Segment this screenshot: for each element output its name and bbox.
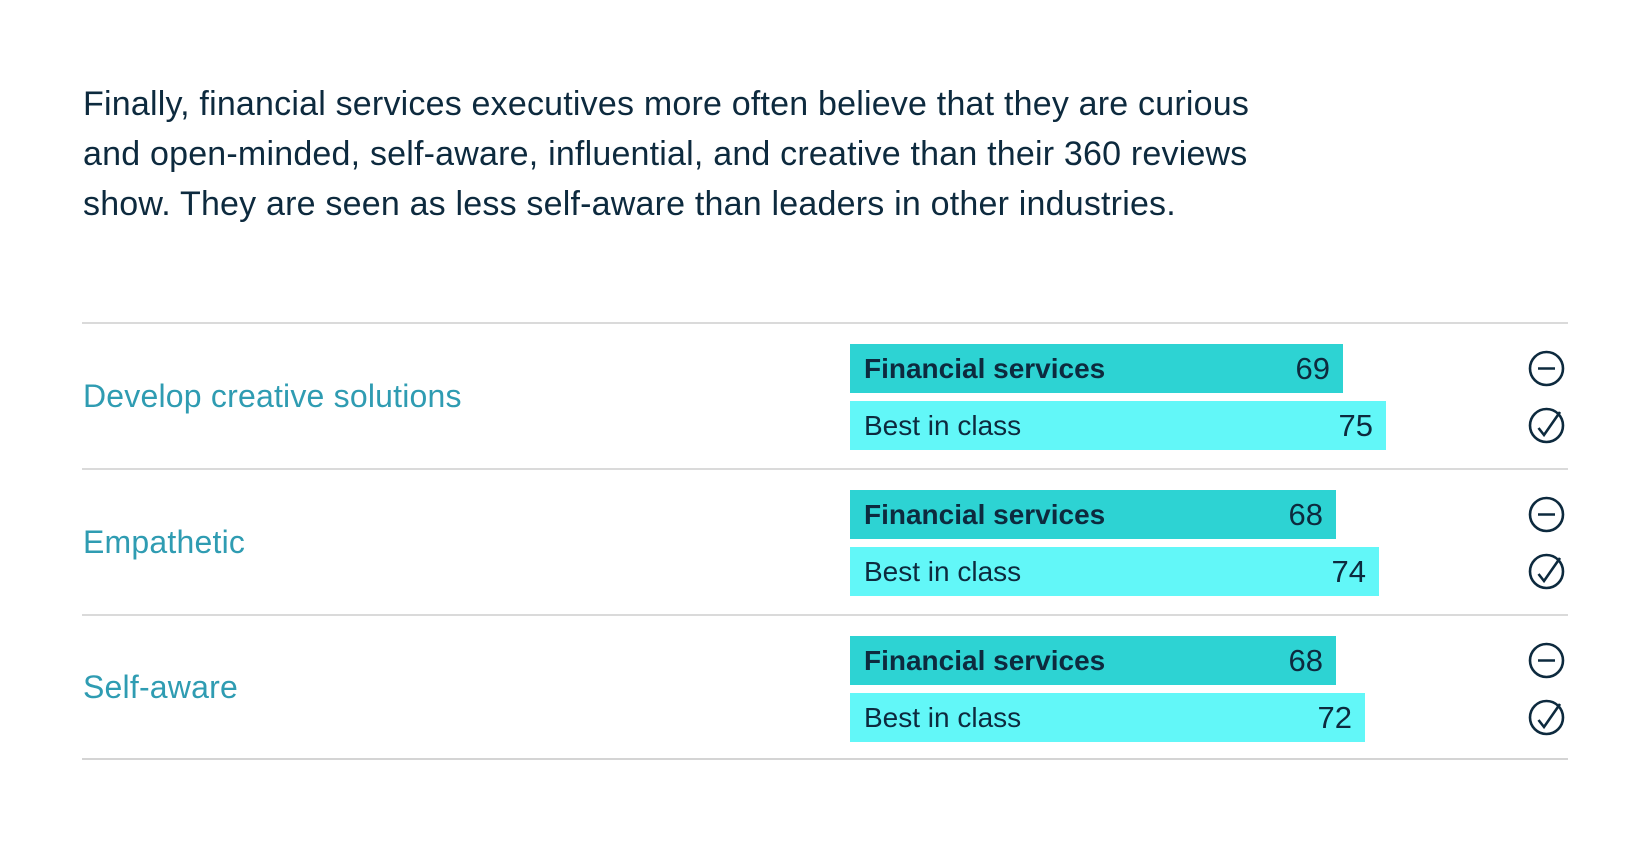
bar-value: 75 [1338, 407, 1373, 443]
minus-circle-icon [1528, 350, 1565, 387]
best-in-class-bar: Best in class 74 [850, 547, 1379, 596]
series-label: Financial services [864, 644, 1106, 676]
financial-services-bar: Financial services 69 [850, 344, 1343, 393]
intro-paragraph: Finally, financial services executives m… [83, 85, 1250, 223]
bar-value: 72 [1317, 699, 1352, 735]
series-label: Financial services [864, 498, 1106, 530]
minus-circle-icon [1528, 642, 1565, 679]
best-in-class-bar: Best in class 72 [850, 693, 1365, 742]
minus-circle-icon [1528, 496, 1565, 533]
bar-value: 74 [1331, 553, 1366, 589]
check-circle-icon [1528, 553, 1565, 590]
series-label: Best in class [864, 701, 1022, 733]
bar-value: 68 [1288, 642, 1323, 678]
financial-services-bar: Financial services 68 [850, 490, 1336, 539]
series-label: Financial services [864, 352, 1106, 384]
category-label-wrap: Self-aware [83, 616, 238, 758]
category-label: Develop creative solutions [83, 377, 462, 414]
chart-row-develop-creative-solutions: Develop creative solutions Financial ser… [82, 322, 1568, 468]
check-circle-icon [1528, 699, 1565, 736]
category-label-wrap: Empathetic [83, 470, 245, 614]
category-label: Self-aware [83, 668, 238, 705]
series-label: Best in class [864, 555, 1022, 587]
bar-value: 69 [1295, 350, 1330, 386]
category-label-wrap: Develop creative solutions [83, 324, 462, 468]
bar-value: 68 [1288, 496, 1323, 532]
category-label: Empathetic [83, 523, 246, 560]
check-circle-icon [1528, 407, 1565, 444]
financial-services-bar: Financial services 68 [850, 636, 1336, 685]
chart-row-self-aware: Self-aware Financial services 68 Best in… [82, 614, 1568, 760]
series-label: Best in class [864, 409, 1022, 441]
bar-chart: Develop creative solutions Financial ser… [82, 322, 1568, 760]
chart-row-empathetic: Empathetic Financial services 68 Best in… [82, 468, 1568, 614]
best-in-class-bar: Best in class 75 [850, 401, 1386, 450]
